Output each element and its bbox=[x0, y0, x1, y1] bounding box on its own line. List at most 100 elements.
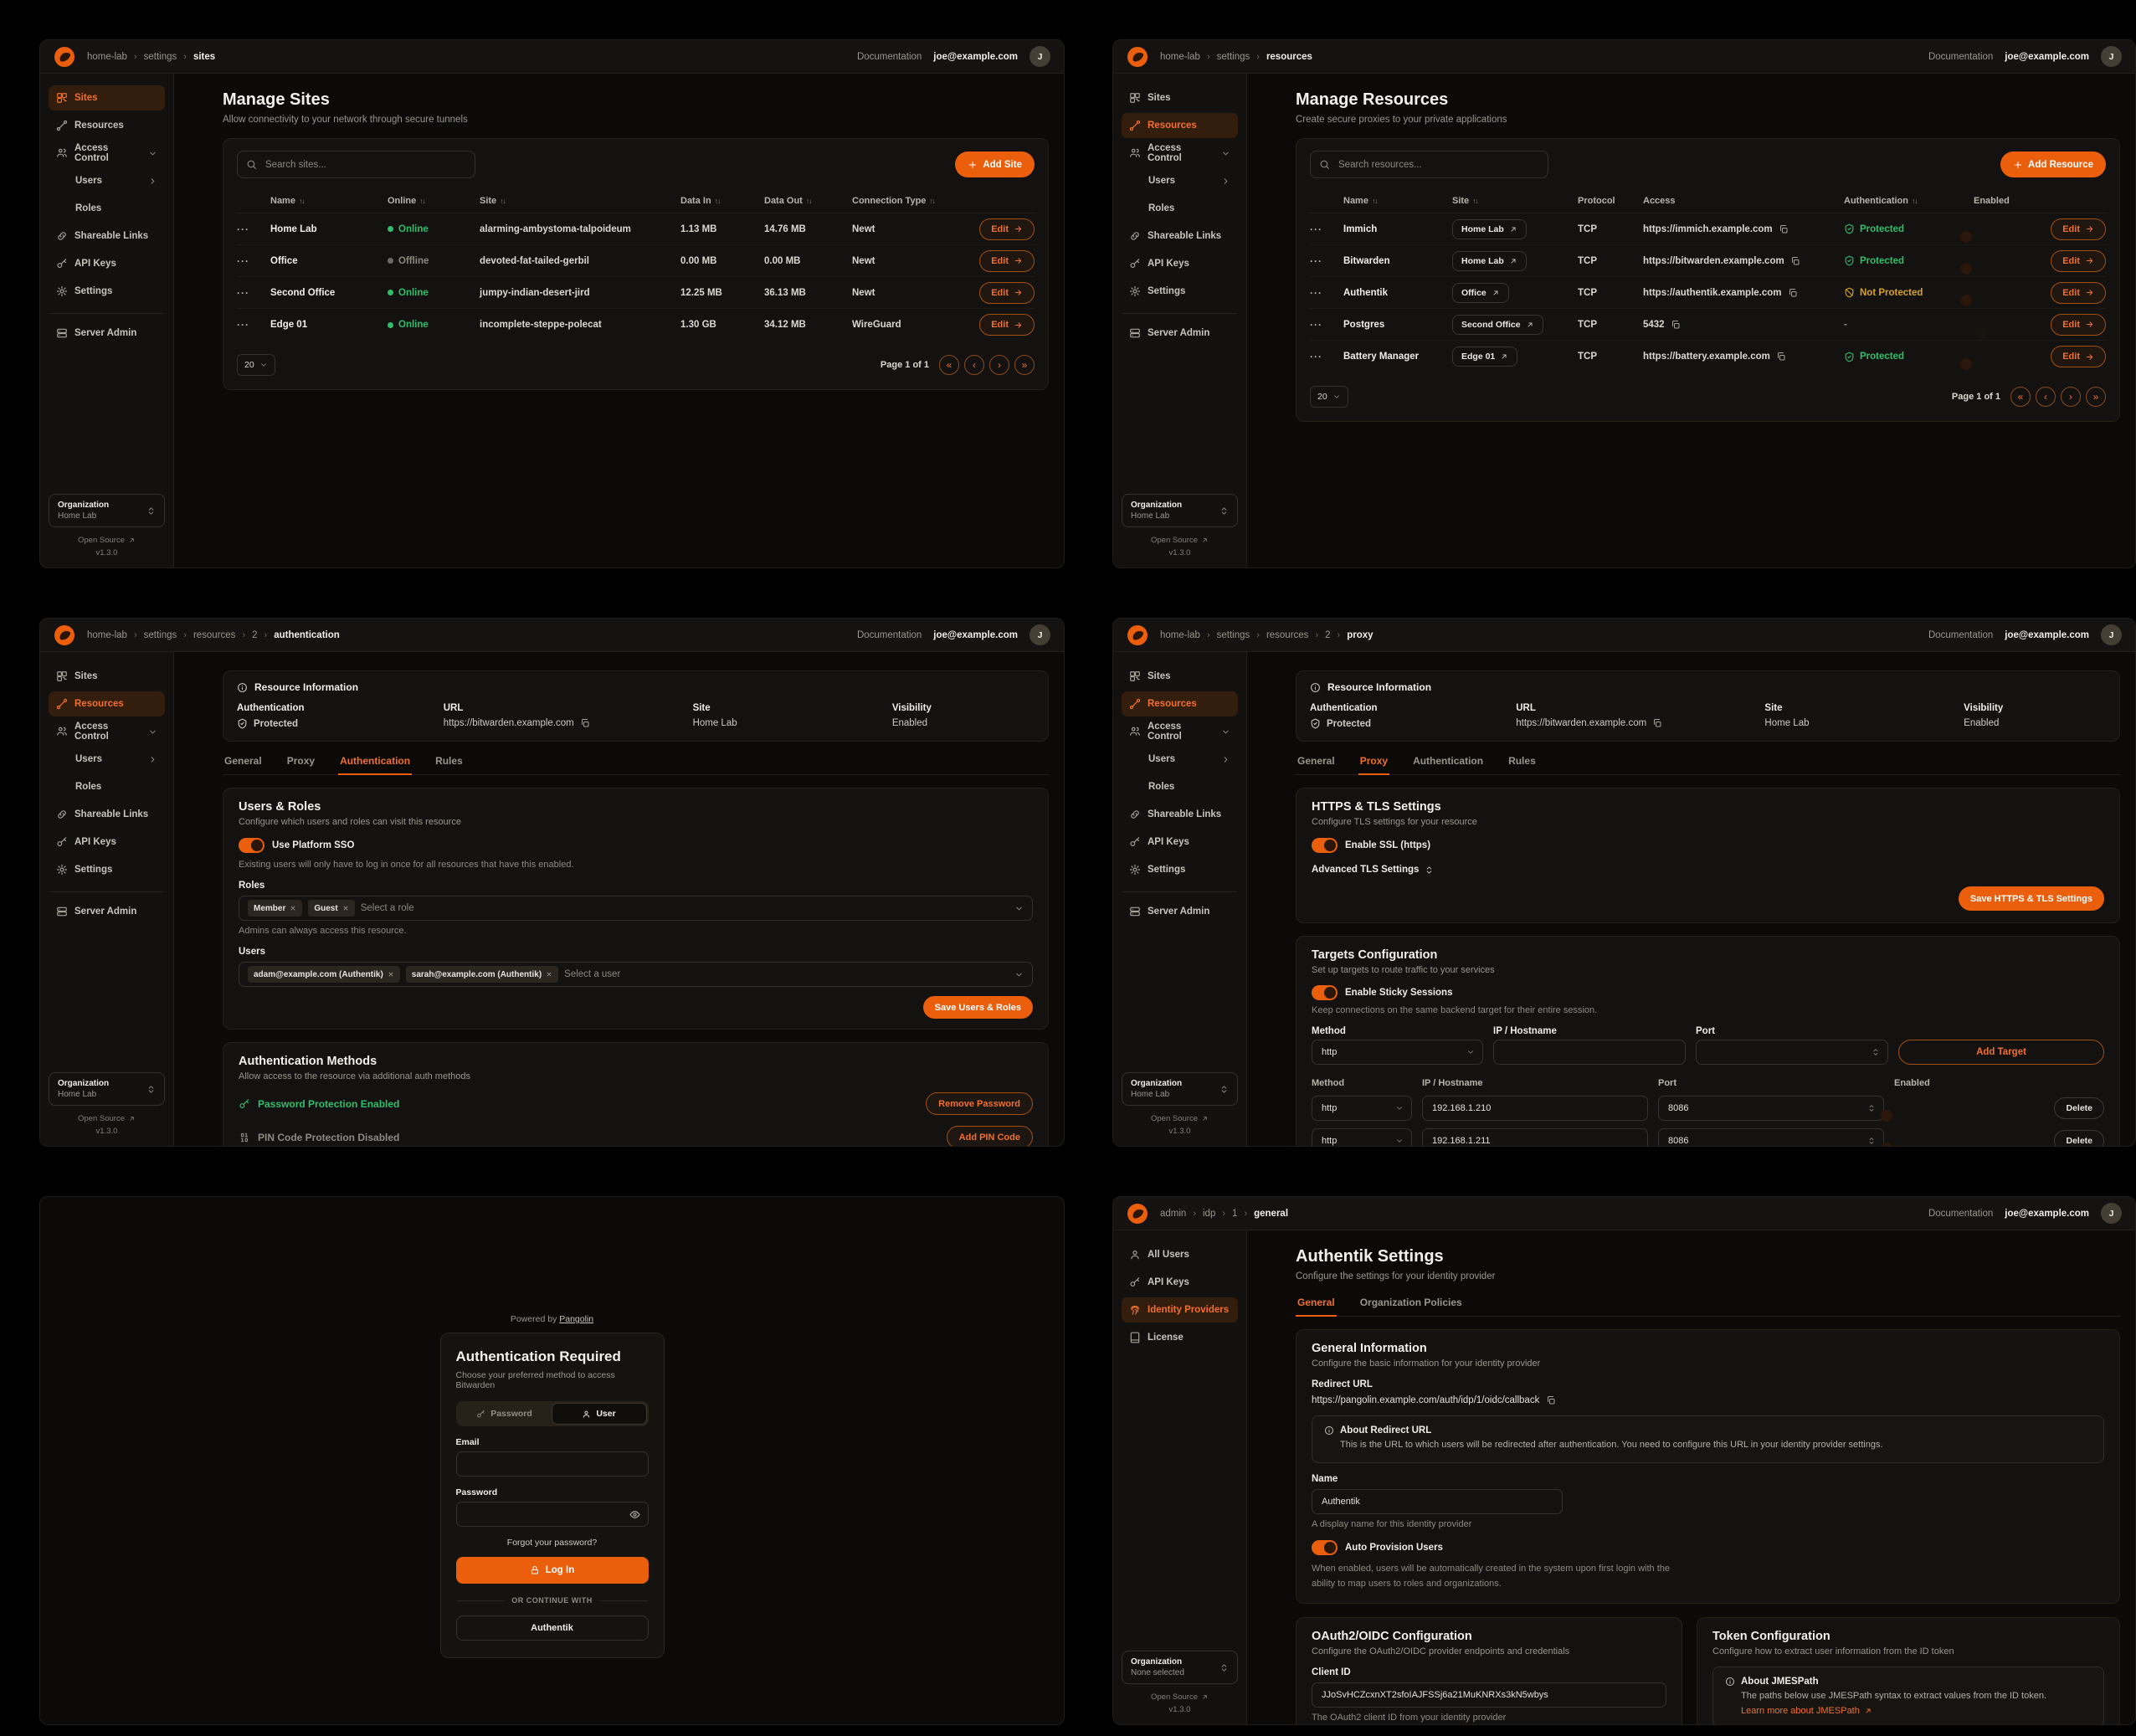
breadcrumb-item[interactable]: settings bbox=[143, 51, 177, 62]
access-port[interactable]: 5432 bbox=[1643, 319, 1665, 330]
organization-selector[interactable]: Organization Home Lab bbox=[1122, 1072, 1238, 1106]
sidebar-item-roles[interactable]: Roles bbox=[1122, 774, 1238, 799]
row-menu-icon[interactable]: ··· bbox=[237, 223, 249, 235]
user-chip[interactable]: adam@example.com (Authentik) bbox=[248, 966, 400, 983]
ip-hostname-input[interactable] bbox=[1502, 1046, 1677, 1058]
documentation-link[interactable]: Documentation bbox=[1928, 51, 1994, 62]
method-select[interactable] bbox=[1312, 1128, 1412, 1146]
sidebar-item-shareable-links[interactable]: Shareable Links bbox=[1122, 802, 1238, 827]
delete-target-button[interactable]: Delete bbox=[2054, 1097, 2104, 1119]
prev-page-button[interactable]: ‹ bbox=[964, 355, 984, 375]
sticky-sessions-toggle[interactable] bbox=[1312, 985, 1338, 1000]
documentation-link[interactable]: Documentation bbox=[1928, 1208, 1994, 1219]
users-multiselect[interactable]: adam@example.com (Authentik) sarah@examp… bbox=[239, 962, 1033, 987]
breadcrumb-item[interactable]: resources bbox=[1266, 629, 1309, 640]
column-site[interactable]: Site ↑↓ bbox=[480, 195, 506, 206]
column-data-out[interactable]: Data Out ↑↓ bbox=[764, 195, 812, 206]
row-menu-icon[interactable]: ··· bbox=[1310, 351, 1322, 362]
open-source-link[interactable]: Open Source bbox=[1151, 536, 1209, 545]
row-menu-icon[interactable]: ··· bbox=[1310, 286, 1322, 299]
sort-icon[interactable]: ↑↓ bbox=[805, 196, 812, 205]
user-email[interactable]: joe@example.com bbox=[2005, 51, 2089, 62]
tab-authentication[interactable]: Authentication bbox=[338, 755, 413, 775]
documentation-link[interactable]: Documentation bbox=[856, 51, 922, 62]
sidebar-item-resources[interactable]: Resources bbox=[49, 113, 165, 138]
sort-icon[interactable]: ↑↓ bbox=[298, 196, 305, 205]
stepper-icon[interactable] bbox=[1867, 1104, 1876, 1112]
user-chip[interactable]: sarah@example.com (Authentik) bbox=[405, 966, 559, 983]
column-name[interactable]: Name ↑↓ bbox=[270, 195, 305, 206]
edit-button[interactable]: Edit bbox=[2051, 346, 2106, 367]
sort-icon[interactable]: ↑↓ bbox=[1912, 196, 1918, 205]
tab-proxy[interactable]: Proxy bbox=[286, 755, 316, 767]
add-pin-code-button[interactable]: Add PIN Code bbox=[946, 1126, 1033, 1146]
tab-organization-policies[interactable]: Organization Policies bbox=[1359, 1297, 1462, 1308]
avatar[interactable]: J bbox=[2101, 624, 2122, 645]
sidebar-item-sites[interactable]: Sites bbox=[49, 664, 165, 689]
column-online[interactable]: Online ↑↓ bbox=[388, 195, 426, 206]
search-input[interactable] bbox=[1337, 158, 1539, 171]
column-site[interactable]: Site ↑↓ bbox=[1452, 195, 1479, 206]
organization-selector[interactable]: Organization None selected bbox=[1122, 1651, 1238, 1684]
delete-target-button[interactable]: Delete bbox=[2054, 1130, 2104, 1146]
column-name[interactable]: Name ↑↓ bbox=[1343, 195, 1378, 206]
eye-icon[interactable] bbox=[629, 1509, 640, 1520]
column-authentication[interactable]: Authentication ↑↓ bbox=[1844, 195, 1918, 206]
sidebar-item-settings[interactable]: Settings bbox=[49, 279, 165, 304]
port-input[interactable] bbox=[1666, 1102, 1862, 1114]
edit-button[interactable]: Edit bbox=[979, 218, 1035, 240]
method-select[interactable] bbox=[1312, 1096, 1412, 1121]
sidebar-item-shareable-links[interactable]: Shareable Links bbox=[49, 223, 165, 249]
save-users-roles-button[interactable]: Save Users & Roles bbox=[922, 996, 1033, 1019]
row-menu-icon[interactable]: ··· bbox=[1310, 254, 1322, 267]
sidebar-item-roles[interactable]: Roles bbox=[49, 774, 165, 799]
sidebar-item-api-keys[interactable]: API Keys bbox=[1122, 251, 1238, 276]
column-data-in[interactable]: Data In ↑↓ bbox=[680, 195, 721, 206]
open-source-link[interactable]: Open Source bbox=[1151, 1692, 1209, 1702]
copy-icon[interactable] bbox=[1546, 1395, 1556, 1405]
roles-multiselect[interactable]: Member Guest Select a role bbox=[239, 896, 1033, 921]
page-size-select[interactable]: 20 bbox=[1310, 386, 1348, 408]
user-email[interactable]: joe@example.com bbox=[2005, 629, 2089, 640]
sidebar-item-roles[interactable]: Roles bbox=[1122, 196, 1238, 221]
method-select[interactable] bbox=[1312, 1040, 1483, 1065]
enable-ssl-toggle[interactable] bbox=[1312, 838, 1338, 853]
sidebar-item-settings[interactable]: Settings bbox=[49, 857, 165, 882]
breadcrumb-item[interactable]: 2 bbox=[1325, 629, 1331, 640]
breadcrumb-item[interactable]: settings bbox=[143, 629, 177, 640]
resource-url[interactable]: https://bitwarden.example.com bbox=[1516, 718, 1647, 728]
sidebar-item-api-keys[interactable]: API Keys bbox=[1122, 829, 1238, 855]
breadcrumb-item[interactable]: 1 bbox=[1232, 1208, 1238, 1219]
copy-icon[interactable] bbox=[1671, 320, 1681, 330]
close-icon[interactable] bbox=[388, 971, 394, 978]
edit-button[interactable]: Edit bbox=[2051, 281, 2106, 304]
user-email[interactable]: joe@example.com bbox=[2005, 1208, 2089, 1219]
sidebar-item-sites[interactable]: Sites bbox=[1122, 664, 1238, 689]
port-input[interactable] bbox=[1666, 1135, 1862, 1146]
name-input[interactable] bbox=[1320, 1495, 1554, 1507]
jmespath-learn-more-link[interactable]: Learn more about JMESPath bbox=[1741, 1706, 2092, 1716]
sort-icon[interactable]: ↑↓ bbox=[929, 196, 935, 205]
remove-password-button[interactable]: Remove Password bbox=[926, 1092, 1033, 1115]
sidebar-item-api-keys[interactable]: API Keys bbox=[49, 251, 165, 276]
user-email[interactable]: joe@example.com bbox=[933, 51, 1018, 62]
port-input[interactable] bbox=[1704, 1046, 1866, 1058]
copy-icon[interactable] bbox=[1788, 288, 1798, 298]
role-chip[interactable]: Member bbox=[248, 900, 303, 917]
breadcrumb-item[interactable]: idp bbox=[1203, 1208, 1216, 1219]
sidebar-item-users[interactable]: Users bbox=[49, 747, 165, 772]
site-chip[interactable]: Edge 01 bbox=[1452, 347, 1518, 367]
close-icon[interactable] bbox=[342, 905, 349, 912]
breadcrumb-item[interactable]: home-lab bbox=[1160, 629, 1200, 640]
breadcrumb-item[interactable]: settings bbox=[1216, 51, 1250, 62]
copy-icon[interactable] bbox=[1790, 256, 1800, 266]
page-size-select[interactable]: 20 bbox=[237, 354, 275, 376]
copy-icon[interactable] bbox=[1776, 352, 1786, 362]
sidebar-item-resources[interactable]: Resources bbox=[49, 691, 165, 716]
edit-button[interactable]: Edit bbox=[2051, 313, 2106, 336]
row-menu-icon[interactable]: ··· bbox=[237, 319, 249, 331]
tab-general[interactable]: General bbox=[224, 755, 262, 767]
sidebar-item-identity-providers[interactable]: Identity Providers bbox=[1122, 1297, 1238, 1323]
sidebar-item-resources[interactable]: Resources bbox=[1122, 113, 1238, 138]
sort-icon[interactable]: ↑↓ bbox=[1472, 196, 1478, 205]
